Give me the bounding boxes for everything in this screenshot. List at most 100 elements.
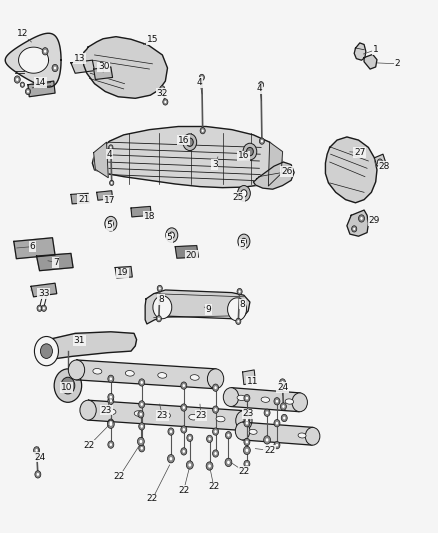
Polygon shape bbox=[83, 37, 167, 98]
Circle shape bbox=[353, 228, 355, 230]
Polygon shape bbox=[115, 266, 132, 278]
Circle shape bbox=[183, 450, 185, 453]
Polygon shape bbox=[36, 254, 73, 271]
Circle shape bbox=[167, 455, 174, 463]
Circle shape bbox=[170, 430, 172, 433]
Ellipse shape bbox=[189, 414, 198, 420]
Circle shape bbox=[228, 298, 247, 321]
Circle shape bbox=[199, 74, 205, 80]
Circle shape bbox=[54, 67, 56, 69]
Circle shape bbox=[170, 457, 172, 461]
Circle shape bbox=[281, 414, 287, 422]
Text: 26: 26 bbox=[281, 167, 293, 176]
Circle shape bbox=[140, 440, 142, 443]
Circle shape bbox=[239, 290, 240, 293]
Circle shape bbox=[188, 463, 191, 467]
Circle shape bbox=[110, 147, 112, 149]
Circle shape bbox=[200, 127, 205, 134]
Circle shape bbox=[212, 450, 219, 457]
Circle shape bbox=[201, 130, 204, 132]
Text: 29: 29 bbox=[369, 216, 380, 225]
Circle shape bbox=[138, 437, 144, 446]
Circle shape bbox=[139, 401, 145, 408]
Polygon shape bbox=[131, 206, 151, 217]
Circle shape bbox=[141, 403, 143, 406]
Circle shape bbox=[54, 369, 81, 402]
Circle shape bbox=[266, 411, 268, 414]
Circle shape bbox=[183, 384, 185, 387]
Text: 16: 16 bbox=[178, 135, 190, 144]
Circle shape bbox=[246, 422, 248, 425]
Circle shape bbox=[141, 381, 143, 384]
Circle shape bbox=[214, 452, 217, 455]
Circle shape bbox=[238, 234, 250, 249]
Polygon shape bbox=[364, 54, 377, 69]
Circle shape bbox=[214, 386, 217, 389]
Circle shape bbox=[244, 394, 250, 402]
Text: 13: 13 bbox=[74, 54, 85, 63]
Circle shape bbox=[280, 403, 286, 410]
Text: 5: 5 bbox=[167, 233, 173, 243]
Text: 19: 19 bbox=[117, 268, 128, 277]
Circle shape bbox=[246, 463, 248, 465]
Circle shape bbox=[244, 419, 250, 427]
Polygon shape bbox=[145, 290, 250, 324]
Circle shape bbox=[274, 398, 280, 405]
Text: 4: 4 bbox=[257, 84, 263, 93]
Polygon shape bbox=[92, 126, 283, 188]
Circle shape bbox=[160, 86, 165, 92]
Ellipse shape bbox=[93, 368, 102, 374]
Circle shape bbox=[244, 416, 250, 424]
Circle shape bbox=[223, 387, 239, 407]
Polygon shape bbox=[243, 370, 255, 384]
Circle shape bbox=[227, 434, 230, 437]
Circle shape bbox=[138, 410, 144, 418]
Circle shape bbox=[292, 393, 307, 411]
Circle shape bbox=[264, 409, 270, 416]
Circle shape bbox=[141, 425, 143, 428]
Circle shape bbox=[108, 393, 114, 401]
Circle shape bbox=[358, 215, 364, 222]
Text: 3: 3 bbox=[212, 160, 218, 169]
Ellipse shape bbox=[125, 370, 134, 376]
Circle shape bbox=[110, 421, 112, 424]
Circle shape bbox=[279, 379, 286, 386]
Circle shape bbox=[241, 238, 247, 245]
Circle shape bbox=[378, 159, 382, 165]
Circle shape bbox=[61, 377, 75, 394]
Circle shape bbox=[187, 461, 193, 469]
Circle shape bbox=[212, 406, 219, 413]
Ellipse shape bbox=[261, 397, 270, 402]
Circle shape bbox=[283, 416, 286, 419]
Text: 4: 4 bbox=[197, 78, 202, 87]
Text: 30: 30 bbox=[98, 62, 110, 71]
Ellipse shape bbox=[162, 413, 170, 418]
Circle shape bbox=[163, 99, 168, 105]
Circle shape bbox=[35, 336, 58, 366]
Circle shape bbox=[244, 438, 250, 446]
Text: 23: 23 bbox=[195, 411, 207, 420]
Circle shape bbox=[258, 82, 264, 88]
Circle shape bbox=[157, 285, 162, 292]
Circle shape bbox=[39, 307, 41, 310]
Text: 23: 23 bbox=[101, 406, 112, 415]
Circle shape bbox=[25, 88, 31, 95]
Text: 33: 33 bbox=[38, 289, 49, 298]
Circle shape bbox=[236, 410, 252, 431]
Text: 22: 22 bbox=[238, 467, 250, 476]
Text: 22: 22 bbox=[147, 495, 158, 504]
Circle shape bbox=[34, 447, 39, 454]
Polygon shape bbox=[268, 142, 283, 186]
Circle shape bbox=[212, 428, 219, 435]
Circle shape bbox=[282, 405, 285, 408]
Text: 18: 18 bbox=[144, 212, 155, 221]
Circle shape bbox=[140, 413, 142, 416]
Text: 20: 20 bbox=[185, 251, 197, 260]
Circle shape bbox=[246, 397, 248, 400]
Text: 22: 22 bbox=[114, 472, 125, 481]
Ellipse shape bbox=[237, 395, 246, 400]
Circle shape bbox=[274, 441, 280, 449]
Circle shape bbox=[181, 448, 187, 455]
Polygon shape bbox=[39, 332, 137, 359]
Circle shape bbox=[110, 377, 112, 380]
